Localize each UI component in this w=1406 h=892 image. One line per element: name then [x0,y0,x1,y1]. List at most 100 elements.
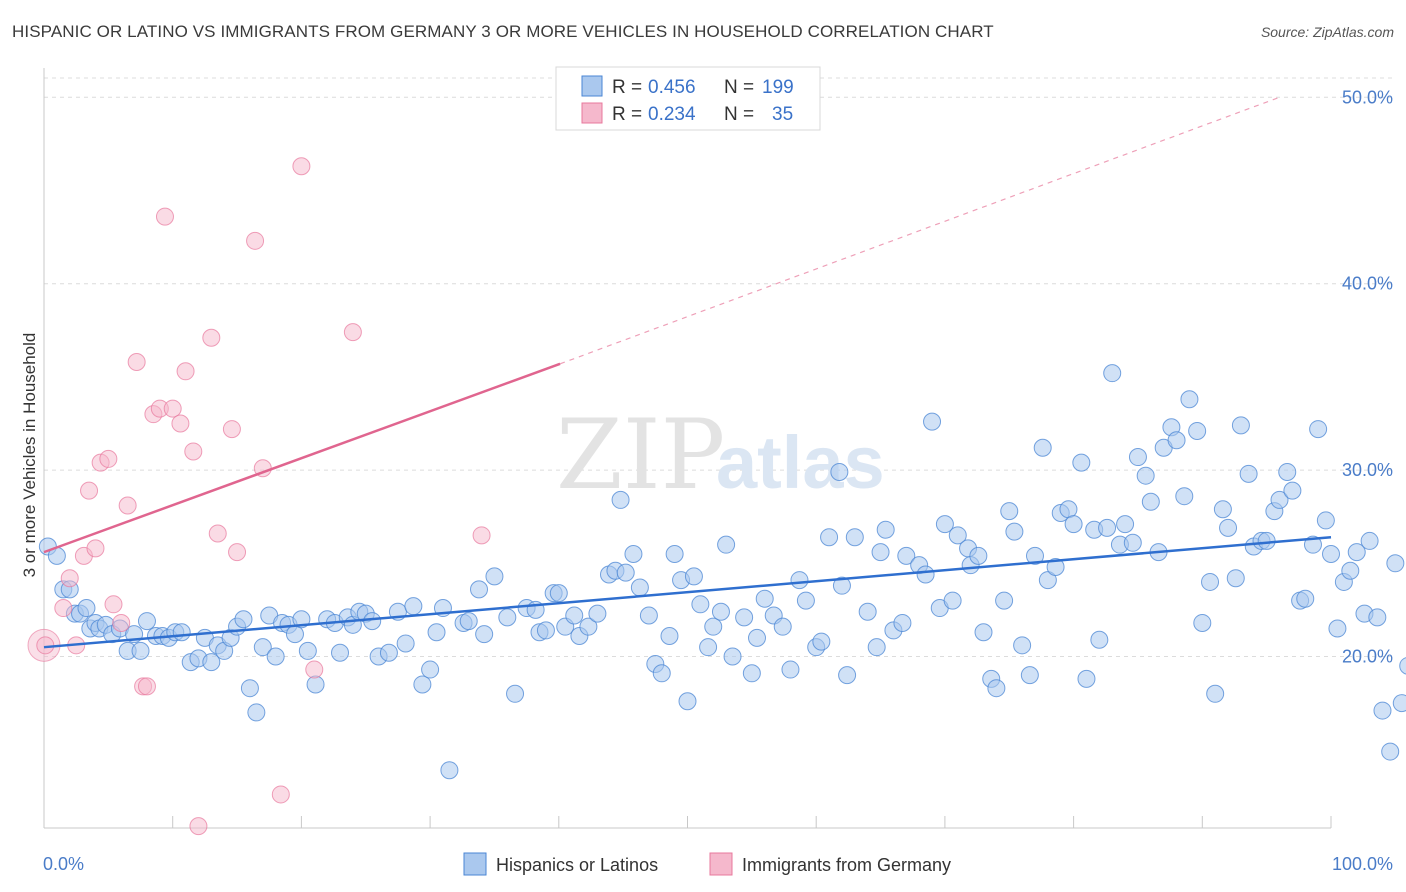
point-hispanics [639,606,658,625]
point-hispanics [1167,431,1186,450]
bottom-legend-hispanics: Hispanics or Latinos [496,855,658,875]
point-hispanics [1373,701,1392,720]
point-germany [99,449,118,468]
point-hispanics [506,684,525,703]
point-hispanics [876,520,895,539]
axes [43,68,1332,829]
point-hispanics [131,641,150,660]
point-hispanics [1128,448,1147,467]
point-hispanics [935,515,954,534]
point-hispanics [1219,518,1238,537]
chart-title: HISPANIC OR LATINO VS IMMIGRANTS FROM GE… [12,22,994,41]
point-hispanics [1392,694,1406,713]
point-hispanics [1347,543,1366,562]
point-hispanics [1328,619,1347,638]
point-hispanics [1123,533,1142,552]
bottom-legend-swatch-blue [463,852,487,876]
point-hispanics [790,571,809,590]
point-hispanics [306,675,325,694]
point-hispanics [379,643,398,662]
point-hispanics [974,623,993,642]
point-hispanics [404,597,423,616]
point-hispanics [234,610,253,629]
point-hispanics [1231,416,1250,435]
point-hispanics [838,666,857,685]
point-germany [184,442,203,461]
point-hispanics [1098,518,1117,537]
point-hispanics [1386,554,1405,573]
point-germany [104,595,123,614]
point-hispanics [1201,572,1220,591]
point-germany [112,613,131,632]
point-hispanics [1309,420,1328,439]
point-hispanics [616,563,635,582]
x-tick-label-start: 0.0% [43,854,84,874]
trend-line-germany [43,362,561,554]
point-hispanics [1381,742,1400,761]
bottom-legend: Hispanics or Latinos Immigrants from Ger… [463,852,951,876]
point-hispanics [565,606,584,625]
legend-r-value-1: 0.456 [648,77,696,98]
point-hispanics [923,412,942,431]
y-axis-label: 3 or more Vehicles in Household [20,333,39,578]
point-hispanics [470,580,489,599]
point-hispanics [665,544,684,563]
point-hispanics [820,528,839,547]
point-hispanics [421,660,440,679]
point-hispanics [830,462,849,481]
point-hispanics [549,584,568,603]
point-germany [171,414,190,433]
point-hispanics [858,602,877,621]
point-germany [118,496,137,515]
point-hispanics [611,490,630,509]
point-hispanics [1188,421,1207,440]
point-hispanics [1303,535,1322,554]
point-hispanics [893,613,912,632]
point-hispanics [773,617,792,636]
point-hispanics [1090,630,1109,649]
grid-lines [44,77,1392,658]
point-hispanics [413,675,432,694]
y-tick-labels: 20.0% 30.0% 40.0% 50.0% [1342,87,1393,666]
point-hispanics [1239,464,1258,483]
point-hispanics [1064,515,1083,534]
point-germany [228,543,247,562]
watermark-atlas: atlas [716,421,885,504]
x-tick-label-end: 100.0% [1332,854,1393,874]
point-germany [202,328,221,347]
legend-r-value-2: 0.234 [648,104,696,125]
point-germany [54,599,73,618]
point-hispanics [678,692,697,711]
point-hispanics [845,528,864,547]
point-hispanics [266,647,285,666]
point-hispanics [723,647,742,666]
point-germany [208,524,227,543]
point-hispanics [691,595,710,614]
point-hispanics [735,608,754,627]
legend-swatch-blue [581,75,603,97]
point-hispanics [459,612,478,631]
point-hispanics [137,612,156,631]
point-hispanics [485,567,504,586]
point-hispanics [77,599,96,618]
trend-line-germany-extended [559,96,1280,365]
point-hispanics [1206,684,1225,703]
point-hispanics [1283,481,1302,500]
point-hispanics [440,761,459,780]
point-hispanics [363,612,382,631]
point-hispanics [172,623,191,642]
point-germany [137,677,156,696]
point-hispanics [987,679,1006,698]
point-hispanics [1116,515,1135,534]
point-germany [305,660,324,679]
trend-line-hispanics [43,535,1332,649]
point-hispanics [1296,589,1315,608]
y-tick-label: 30.0% [1342,460,1393,480]
point-germany [127,352,146,371]
legend-n-value-2: 35 [772,104,793,125]
point-hispanics [660,627,679,645]
point-hispanics [684,567,703,586]
point-hispanics [943,591,962,610]
point-hispanics [475,625,494,644]
point-germany [292,157,311,176]
